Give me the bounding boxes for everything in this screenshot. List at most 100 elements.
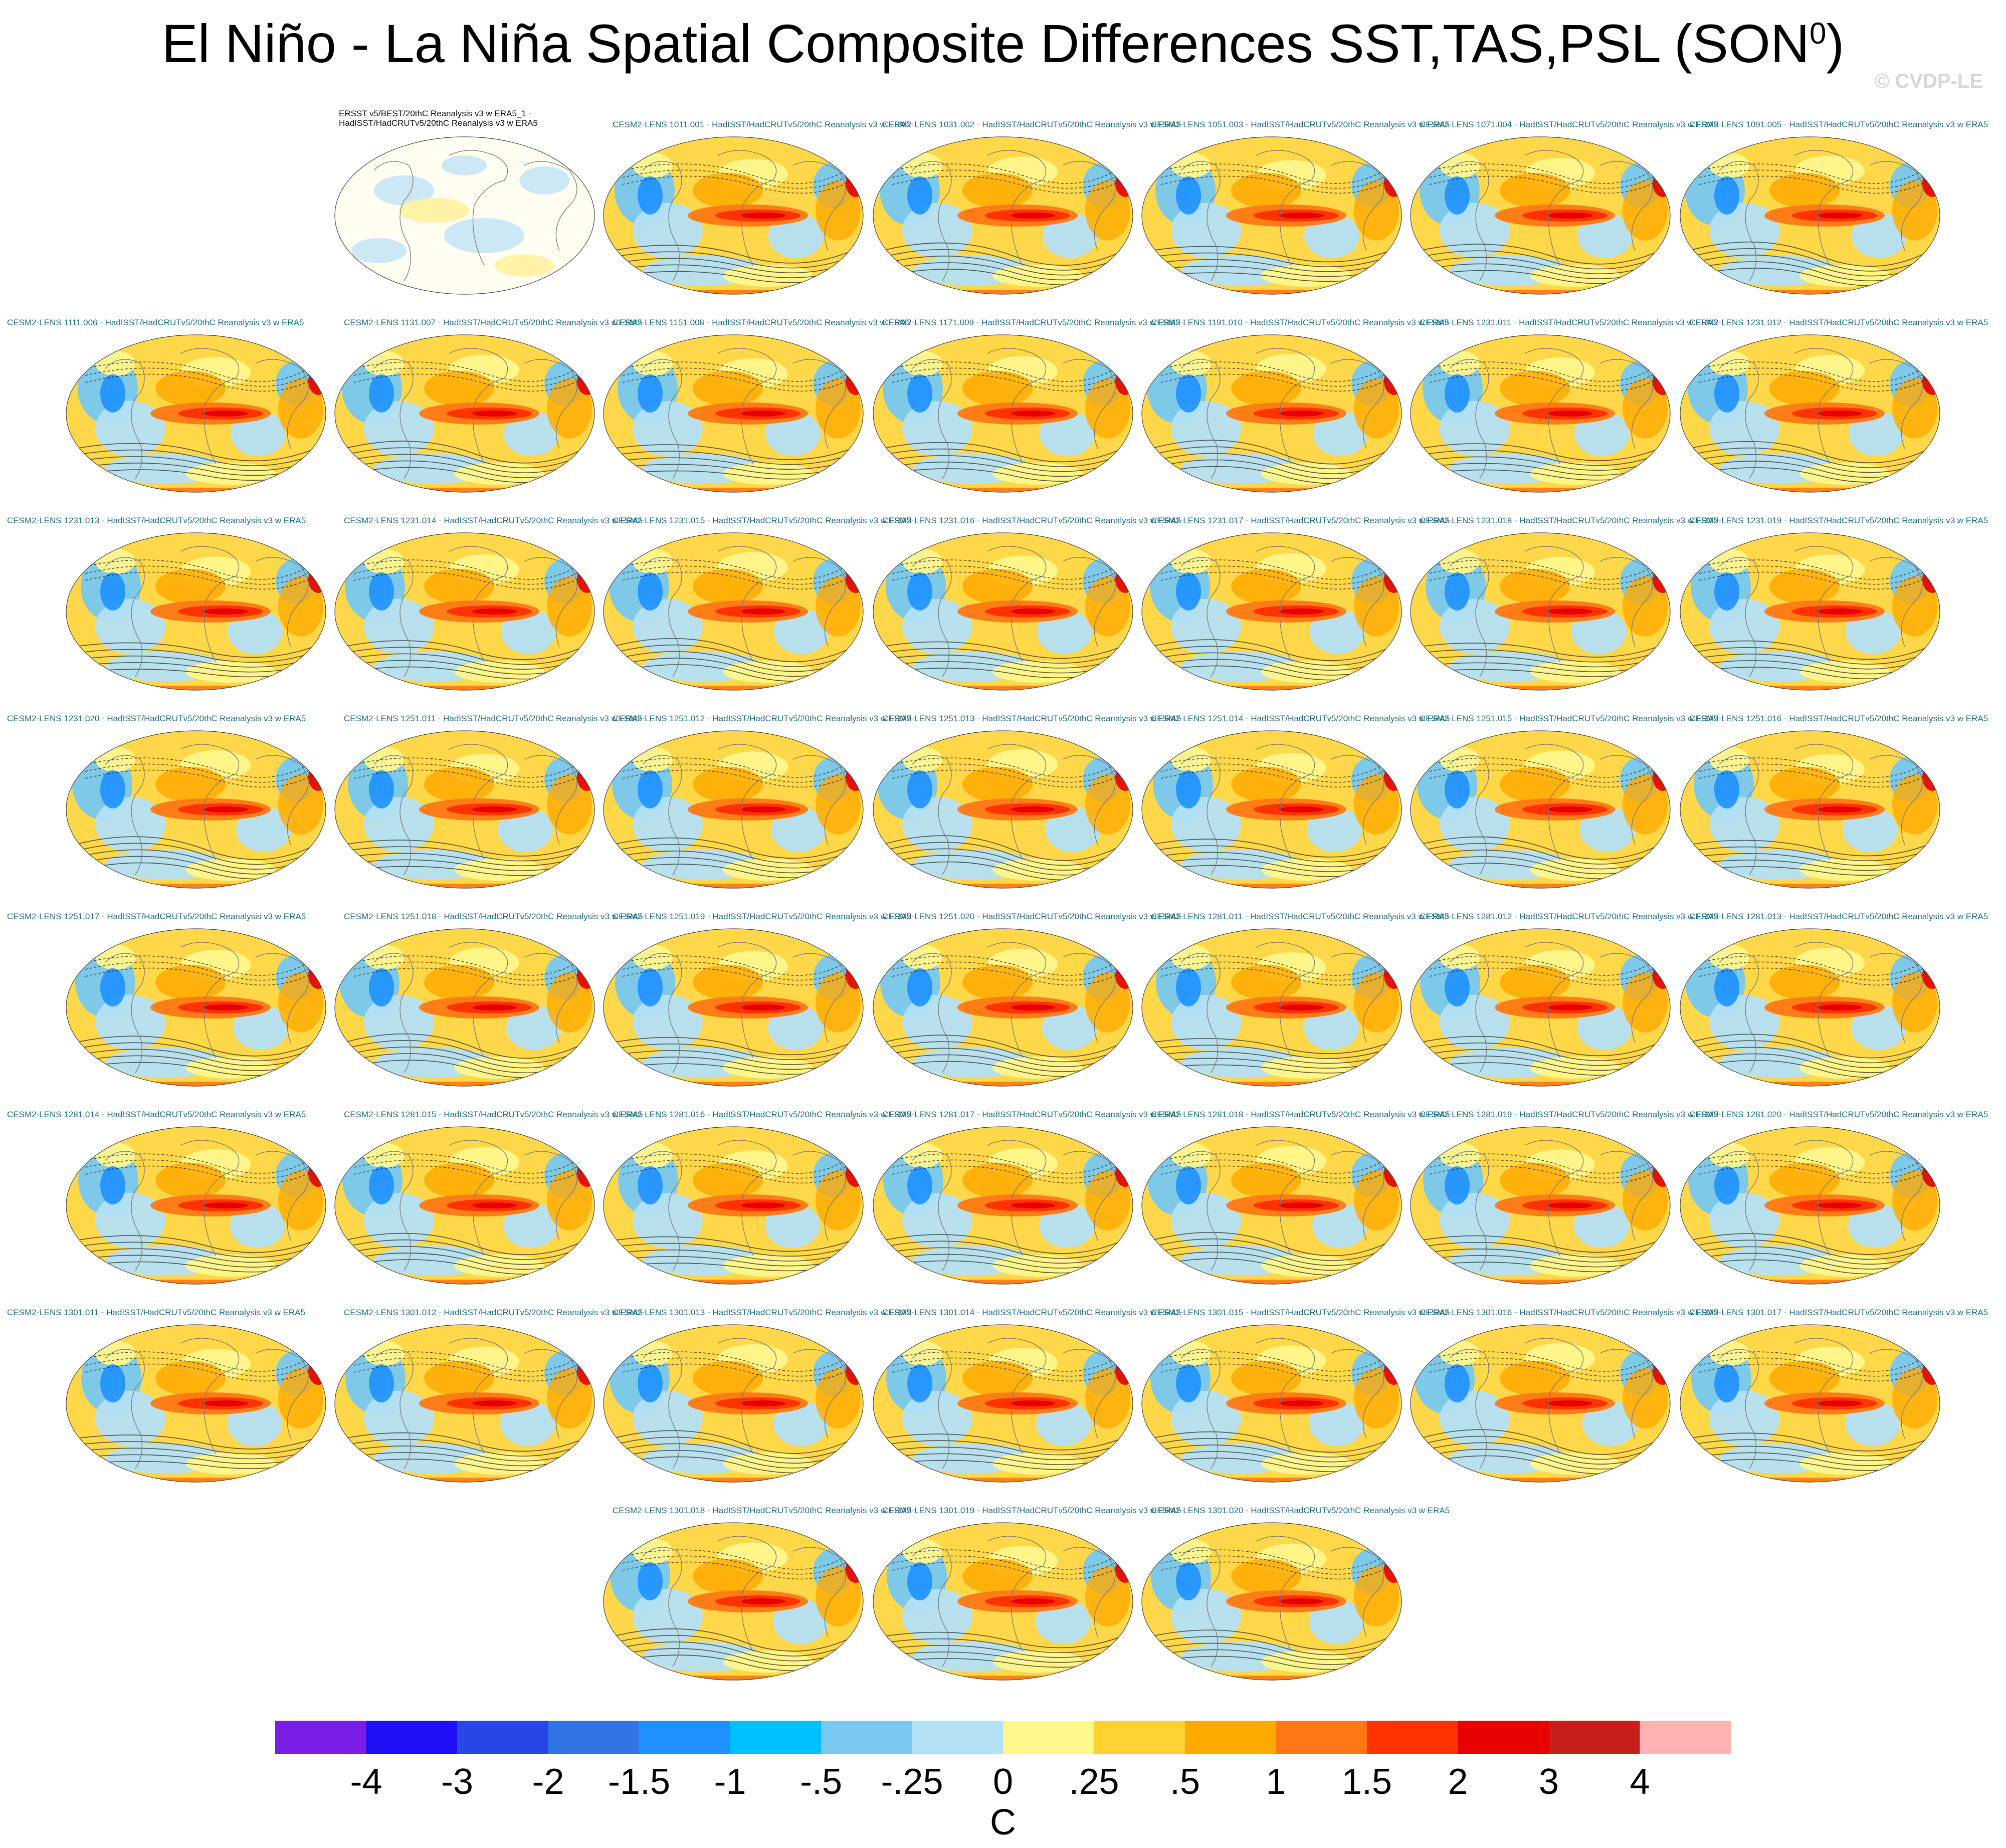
anomaly-field <box>1142 731 1401 888</box>
panel-map <box>603 532 864 691</box>
anomaly-field <box>873 929 1133 1086</box>
panel-label: CESM2-LENS 1151.008 - HadISST/HadCRUTv5/… <box>613 318 911 327</box>
panel-map <box>1141 730 1402 889</box>
panel-map <box>334 1126 595 1285</box>
panel-map <box>603 1126 864 1285</box>
panel-label: CESM2-LENS 1231.020 - HadISST/HadCRUTv5/… <box>7 714 306 723</box>
colorbar-tick-label: -.25 <box>881 1762 943 1802</box>
title-close: ) <box>1826 13 1845 74</box>
anomaly-field <box>873 137 1133 294</box>
panel-label: CESM2-LENS 1301.018 - HadISST/HadCRUTv5/… <box>613 1506 912 1515</box>
panel-map <box>1141 1324 1402 1483</box>
panel-map <box>1680 928 1940 1087</box>
anomaly-field <box>1680 1127 1940 1284</box>
colorbar-tick-label: -1.5 <box>608 1762 670 1802</box>
anomaly-field <box>335 335 594 492</box>
colorbar-swatch <box>821 1721 912 1754</box>
panel-label: CESM2-LENS 1251.012 - HadISST/HadCRUTv5/… <box>613 714 912 723</box>
panel-label: CESM2-LENS 1281.011 - HadISST/HadCRUTv5/… <box>1151 912 1449 921</box>
panel-map <box>873 1324 1133 1483</box>
anomaly-field <box>604 533 863 690</box>
panel-map <box>1410 928 1671 1087</box>
panel-label: CESM2-LENS 1231.014 - HadISST/HadCRUTv5/… <box>344 516 643 525</box>
panel-label: CESM2-LENS 1251.015 - HadISST/HadCRUTv5/… <box>1420 714 1719 723</box>
panel-map <box>1141 1522 1402 1681</box>
panel-map <box>334 928 595 1087</box>
anomaly-field <box>66 533 326 690</box>
anomaly-field <box>873 1523 1133 1680</box>
colorbar-units: C <box>990 1802 1016 1842</box>
anomaly-field <box>1680 929 1940 1086</box>
title-text: El Niño - La Niña Spatial Composite Diff… <box>161 13 1810 74</box>
panel-label: CESM2-LENS 1301.012 - HadISST/HadCRUTv5/… <box>344 1308 643 1317</box>
title-superscript: 0 <box>1810 17 1827 50</box>
panel-map <box>1680 532 1940 691</box>
colorbar-swatch <box>1367 1721 1458 1754</box>
colorbar-tick-label: -1 <box>714 1762 746 1802</box>
panel-label: CESM2-LENS 1281.015 - HadISST/HadCRUTv5/… <box>344 1110 643 1119</box>
panel-map <box>873 334 1133 493</box>
colorbar-swatch <box>1458 1721 1549 1754</box>
anomaly-field <box>335 1127 594 1284</box>
colorbar-swatch <box>366 1721 458 1754</box>
anomaly-field <box>604 929 863 1086</box>
panel-map <box>334 730 595 889</box>
panel-map <box>1680 334 1940 493</box>
anomaly-field <box>1411 533 1670 690</box>
anomaly-field <box>66 731 326 888</box>
panel-label: CESM2-LENS 1251.014 - HadISST/HadCRUTv5/… <box>1151 714 1450 723</box>
anomaly-field <box>335 731 594 888</box>
anomaly-field <box>1411 731 1670 888</box>
panel-map <box>66 928 326 1087</box>
colorbar-tick-label: 1 <box>1266 1762 1286 1802</box>
panel-map <box>334 532 595 691</box>
panel-map <box>66 730 326 889</box>
panel-map <box>603 1324 864 1483</box>
panel-label: CESM2-LENS 1301.020 - HadISST/HadCRUTv5/… <box>1151 1506 1450 1515</box>
panel-map <box>873 1126 1133 1285</box>
panel-map <box>66 532 326 691</box>
panel-map <box>873 1522 1133 1681</box>
panel-label: CESM2-LENS 1281.014 - HadISST/HadCRUTv5/… <box>7 1110 306 1119</box>
colorbar-swatch <box>1185 1721 1276 1754</box>
panel-map <box>873 928 1133 1087</box>
panel-label: CESM2-LENS 1251.018 - HadISST/HadCRUTv5/… <box>344 912 643 921</box>
colorbar-swatch <box>1003 1721 1094 1754</box>
colorbar-tick-label: -3 <box>441 1762 473 1802</box>
anomaly-field <box>1411 335 1670 492</box>
anomaly-field <box>66 1325 326 1482</box>
colorbar-swatch <box>1549 1721 1640 1754</box>
panel-label: CESM2-LENS 1171.009 - HadISST/HadCRUTv5/… <box>882 318 1180 327</box>
panel-label: CESM2-LENS 1251.020 - HadISST/HadCRUTv5/… <box>882 912 1181 921</box>
panel-map <box>603 730 864 889</box>
panel-label: CESM2-LENS 1231.012 - HadISST/HadCRUTv5/… <box>1689 318 1988 327</box>
panel-map <box>1680 1324 1940 1483</box>
panel-map <box>1680 136 1940 295</box>
panel-label: CESM2-LENS 1031.002 - HadISST/HadCRUTv5/… <box>882 120 1181 129</box>
panel-label: CESM2-LENS 1301.011 - HadISST/HadCRUTv5/… <box>7 1308 305 1317</box>
panel-label: CESM2-LENS 1251.013 - HadISST/HadCRUTv5/… <box>882 714 1181 723</box>
colorbar-tick-label: 0 <box>993 1762 1013 1802</box>
colorbar-swatch <box>730 1721 822 1754</box>
colorbar-swatch <box>1094 1721 1185 1754</box>
panel-map <box>1680 730 1940 889</box>
panel-label: CESM2-LENS 1281.019 - HadISST/HadCRUTv5/… <box>1420 1110 1719 1119</box>
anomaly-field <box>1411 929 1670 1086</box>
anomaly-field <box>604 1127 863 1284</box>
anomaly-field <box>1411 137 1670 294</box>
anomaly-field <box>1142 1127 1401 1284</box>
anomaly-field <box>1142 929 1401 1086</box>
panel-map <box>1410 334 1671 493</box>
anomaly-field <box>1411 1127 1670 1284</box>
colorbar-tick-label: 2 <box>1448 1762 1468 1802</box>
panel-map <box>873 136 1133 295</box>
panel-map <box>334 136 595 295</box>
panel-label: CESM2-LENS 1191.010 - HadISST/HadCRUTv5/… <box>1151 318 1449 327</box>
panel-label: CESM2-LENS 1231.011 - HadISST/HadCRUTv5/… <box>1420 318 1718 327</box>
panel-map <box>66 1324 326 1483</box>
anomaly-field <box>1680 731 1940 888</box>
colorbar-tick-label: -.5 <box>800 1762 842 1802</box>
colorbar-tick-label: 3 <box>1539 1762 1559 1802</box>
panel-label: CESM2-LENS 1071.004 - HadISST/HadCRUTv5/… <box>1420 120 1719 129</box>
anomaly-field <box>66 929 326 1086</box>
